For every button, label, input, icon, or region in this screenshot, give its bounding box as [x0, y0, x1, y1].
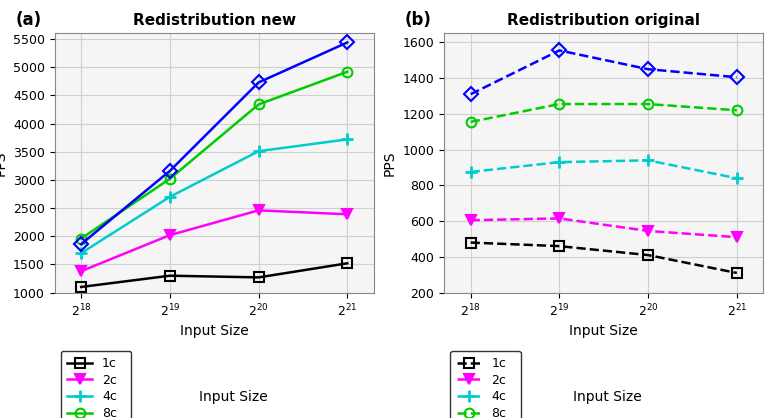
- 4c: [466, 169, 475, 174]
- 2c: [76, 269, 86, 274]
- Y-axis label: PPS: PPS: [0, 150, 7, 176]
- Line: 1c: 1c: [76, 258, 352, 292]
- Line: 1c: 1c: [466, 238, 742, 278]
- 1c: [732, 270, 742, 275]
- 2c: [555, 216, 564, 221]
- 8c: [165, 176, 174, 181]
- X-axis label: Input Size: Input Size: [569, 324, 638, 339]
- Text: (a): (a): [16, 11, 42, 29]
- Line: 4c: 4c: [75, 133, 354, 260]
- 2c: [343, 212, 352, 217]
- 4c: [555, 160, 564, 165]
- Line: 16c: 16c: [466, 46, 742, 99]
- 16c: [254, 80, 263, 85]
- Text: Input Size: Input Size: [573, 390, 642, 404]
- 1c: [555, 244, 564, 249]
- Text: Input Size: Input Size: [199, 390, 268, 404]
- 2c: [643, 228, 653, 233]
- 4c: [643, 158, 653, 163]
- Line: 8c: 8c: [466, 99, 742, 127]
- 8c: [343, 69, 352, 74]
- Text: (b): (b): [405, 11, 432, 29]
- 8c: [466, 120, 475, 125]
- 8c: [643, 102, 653, 107]
- 4c: [732, 176, 742, 181]
- 1c: [165, 273, 174, 278]
- 16c: [76, 242, 86, 247]
- Legend: 1c, 2c, 4c, 8c, 16c: 1c, 2c, 4c, 8c, 16c: [61, 351, 131, 418]
- 2c: [254, 208, 263, 213]
- 8c: [76, 236, 86, 241]
- 2c: [165, 233, 174, 238]
- 1c: [254, 275, 263, 280]
- 16c: [555, 48, 564, 53]
- 2c: [466, 218, 475, 223]
- 4c: [343, 137, 352, 142]
- 8c: [732, 108, 742, 113]
- Legend: 1c, 2c, 4c, 8c, 16c: 1c, 2c, 4c, 8c, 16c: [450, 351, 520, 418]
- 1c: [343, 261, 352, 266]
- Y-axis label: PPS: PPS: [382, 150, 397, 176]
- 16c: [732, 75, 742, 80]
- 2c: [732, 234, 742, 240]
- 16c: [643, 67, 653, 72]
- Line: 2c: 2c: [466, 214, 742, 242]
- 4c: [165, 194, 174, 199]
- Title: Redistribution new: Redistribution new: [132, 13, 296, 28]
- Line: 4c: 4c: [464, 154, 743, 184]
- 16c: [165, 168, 174, 173]
- 1c: [76, 285, 86, 290]
- 1c: [466, 240, 475, 245]
- 8c: [254, 102, 263, 107]
- 4c: [76, 251, 86, 256]
- 16c: [343, 40, 352, 45]
- 16c: [466, 92, 475, 97]
- Line: 2c: 2c: [76, 206, 352, 276]
- Title: Redistribution original: Redistribution original: [507, 13, 700, 28]
- X-axis label: Input Size: Input Size: [180, 324, 249, 339]
- 8c: [555, 102, 564, 107]
- 4c: [254, 149, 263, 154]
- 1c: [643, 252, 653, 257]
- Line: 8c: 8c: [76, 67, 352, 243]
- Line: 16c: 16c: [76, 38, 352, 249]
